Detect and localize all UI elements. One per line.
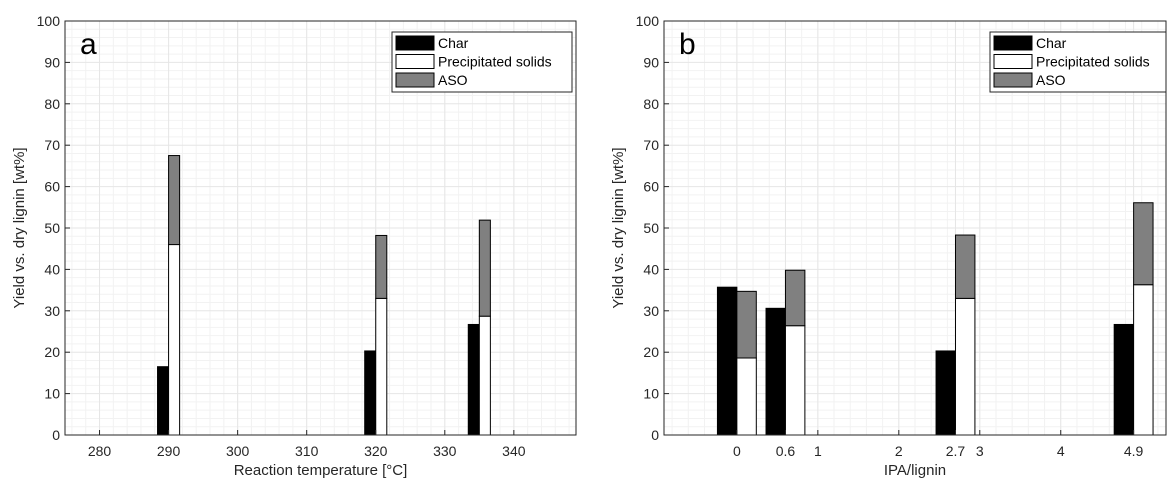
- legend-swatch-aso: [395, 72, 435, 88]
- bar-char: [765, 307, 786, 436]
- panel-label: a: [80, 28, 97, 61]
- bar-aso: [736, 290, 757, 359]
- bar-char: [467, 323, 480, 436]
- legend-swatch-char: [993, 35, 1033, 51]
- y-tick-label: 60: [44, 179, 60, 195]
- legend-swatch-precipitated: [993, 54, 1033, 69]
- y-tick-label: 0: [651, 427, 659, 443]
- x-tick-label: 280: [88, 443, 112, 459]
- bar-precipitated-solids: [784, 325, 806, 436]
- y-tick-label: 100: [636, 13, 660, 29]
- x-tick-label: 1: [814, 443, 822, 459]
- x-axis-label: IPA/lignin: [884, 462, 946, 479]
- x-tick-label: 4: [1057, 443, 1065, 459]
- x-tick-label: 290: [157, 443, 181, 459]
- x-tick-label: 4.9: [1124, 443, 1144, 459]
- legend: Char Precipitated solids ASO: [391, 31, 573, 93]
- y-tick-label: 30: [44, 303, 60, 319]
- bar-aso: [784, 269, 806, 327]
- bar-precipitated-solids: [168, 244, 181, 436]
- y-tick-label: 10: [643, 386, 659, 402]
- x-tick-label: 2: [895, 443, 903, 459]
- bar-aso: [375, 234, 388, 299]
- legend-label-precipitated: Precipitated solids: [438, 54, 552, 70]
- y-tick-label: 40: [44, 261, 60, 277]
- legend-swatch-precipitated: [395, 54, 435, 69]
- y-tick-label: 90: [643, 54, 659, 70]
- legend-label-char: Char: [1036, 35, 1067, 51]
- y-tick-label: 90: [44, 54, 60, 70]
- bar-aso: [1133, 202, 1154, 286]
- y-tick-label: 100: [37, 13, 61, 29]
- bar-char: [1113, 323, 1135, 436]
- y-tick-label: 50: [44, 220, 60, 236]
- x-tick-label: 0: [733, 443, 741, 459]
- bar-aso: [478, 219, 491, 317]
- y-tick-label: 80: [44, 96, 60, 112]
- legend-label-aso: ASO: [1036, 72, 1066, 88]
- legend-label-aso: ASO: [438, 72, 468, 88]
- chart-panel-b: 0 10 20 30 40 50 60 70 80 90 100 0 0.6 1 2 2.7 3 4 4.9 IPA/…: [610, 13, 1167, 479]
- y-tick-label: 50: [643, 220, 659, 236]
- bar-aso: [168, 155, 181, 246]
- y-tick-label: 60: [643, 179, 659, 195]
- x-tick-label: 320: [364, 443, 388, 459]
- y-tick-label: 20: [643, 344, 659, 360]
- bar-char: [157, 366, 170, 436]
- y-tick-label: 70: [44, 137, 60, 153]
- y-tick-label: 30: [643, 303, 659, 319]
- bar-precipitated-solids: [954, 297, 976, 436]
- x-axis-label: Reaction temperature [°C]: [234, 462, 408, 479]
- chart-panel-a: 0 10 20 30 40 50 60 70 80 90 100 280 290 300 310 320 330…: [11, 13, 577, 479]
- legend-label-precipitated: Precipitated solids: [1036, 54, 1150, 70]
- y-tick-label: 20: [44, 344, 60, 360]
- bar-char: [935, 350, 956, 436]
- x-tick-label: 3: [976, 443, 984, 459]
- bar-aso: [954, 234, 976, 299]
- bar-char: [364, 350, 377, 436]
- y-tick-label: 70: [643, 137, 659, 153]
- x-tick-label: 2.7: [946, 443, 966, 459]
- legend-swatch-aso: [993, 72, 1033, 88]
- legend-swatch-char: [395, 35, 435, 51]
- x-tick-label: 300: [226, 443, 250, 459]
- y-tick-label: 0: [52, 427, 60, 443]
- bar-precipitated-solids: [478, 315, 491, 436]
- legend: Char Precipitated solids ASO: [989, 31, 1167, 93]
- legend-label-char: Char: [438, 35, 469, 51]
- y-tick-label: 40: [643, 261, 659, 277]
- bar-precipitated-solids: [375, 297, 388, 436]
- bar-precipitated-solids: [736, 357, 757, 436]
- x-tick-label: 330: [433, 443, 457, 459]
- panel-label: b: [679, 28, 696, 61]
- bar-char: [716, 286, 738, 436]
- x-tick-label: 340: [502, 443, 526, 459]
- y-tick-label: 10: [44, 386, 60, 402]
- y-tick-label: 80: [643, 96, 659, 112]
- x-tick-label: 310: [295, 443, 319, 459]
- bar-precipitated-solids: [1133, 284, 1154, 436]
- y-axis-label: Yield vs. dry lignin [wt%]: [610, 147, 627, 308]
- y-axis-label: Yield vs. dry lignin [wt%]: [11, 147, 28, 308]
- x-tick-label: 0.6: [776, 443, 796, 459]
